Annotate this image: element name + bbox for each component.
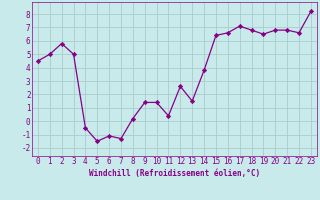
X-axis label: Windchill (Refroidissement éolien,°C): Windchill (Refroidissement éolien,°C) bbox=[89, 169, 260, 178]
